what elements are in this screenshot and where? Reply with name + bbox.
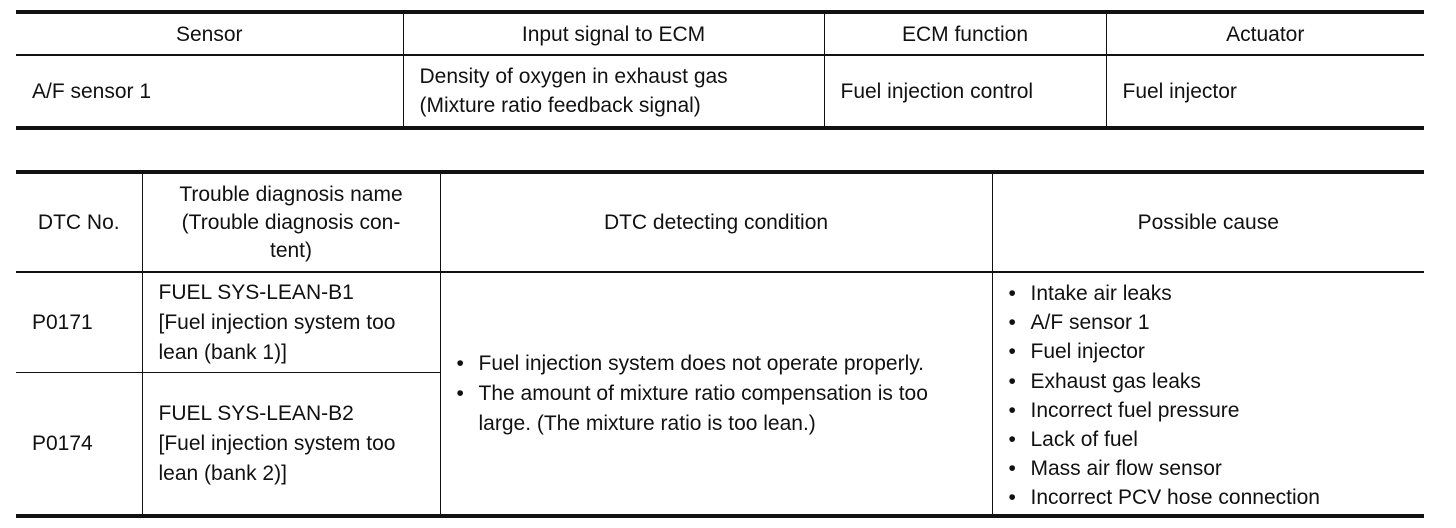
cell-possible-cause: • Intake air leaks • A/F sensor 1 • Fuel in… — [991, 272, 1425, 516]
list-item: • Fuel injector — [1009, 337, 1425, 366]
cause-text: Mass air flow sensor — [1030, 457, 1222, 481]
name-line: [Fuel injection system too — [158, 310, 396, 334]
bullet-icon: • — [1008, 311, 1016, 335]
table-header-row: Sensor Input signal to ECM ECM function … — [16, 12, 1424, 56]
cell-detecting-condition: • Fuel injection system does not operate… — [439, 272, 992, 516]
header-input-signal: Input signal to ECM — [402, 12, 824, 56]
header-dtc-no: DTC No. — [16, 172, 142, 273]
header-line: (Trouble diagnosis con- — [181, 210, 401, 234]
name-line: FUEL SYS-LEAN-B2 — [158, 401, 354, 425]
cell-ecm-function: Fuel injection control — [823, 55, 1106, 128]
cell-input-signal: Density of oxygen in exhaust gas (Mixtur… — [402, 55, 824, 128]
cause-text: A/F sensor 1 — [1030, 311, 1150, 335]
name-line: lean (bank 2)] — [158, 461, 287, 485]
cause-list: • Intake air leaks • A/F sensor 1 • Fuel in… — [1009, 279, 1425, 513]
header-sensor: Sensor — [16, 12, 403, 56]
condition-line: Fuel injection system does not operate p… — [478, 351, 925, 375]
list-item: • Intake air leaks — [1009, 279, 1425, 308]
list-item: • Lack of fuel — [1009, 425, 1425, 454]
condition-list: • Fuel injection system does not operate… — [457, 349, 982, 439]
header-detecting-condition: DTC detecting condition — [439, 172, 992, 273]
cell-dtc-no: P0171 — [16, 272, 142, 373]
condition-line: large. (The mixture ratio is too lean.) — [478, 411, 816, 435]
bullet-icon: • — [1008, 486, 1016, 510]
cell-diagnosis-name: FUEL SYS-LEAN-B1 [Fuel injection system … — [141, 272, 440, 373]
bullet-icon: • — [1008, 398, 1016, 422]
cause-text: Lack of fuel — [1030, 428, 1138, 452]
cause-text: Incorrect PCV hose connection — [1030, 486, 1321, 510]
list-item: • Exhaust gas leaks — [1009, 367, 1425, 396]
list-item: • Fuel injection system does not operate… — [457, 349, 982, 379]
table-row: P0174 FUEL SYS-LEAN-B2 [Fuel injection s… — [16, 372, 1424, 516]
bullet-icon: • — [1008, 340, 1016, 364]
sensor-signal-table: Sensor Input signal to ECM ECM function … — [16, 10, 1424, 130]
cause-text: Incorrect fuel pressure — [1030, 398, 1240, 422]
cell-diagnosis-name: FUEL SYS-LEAN-B2 [Fuel injection system … — [141, 372, 440, 516]
name-line: [Fuel injection system too — [158, 431, 396, 455]
cell-actuator: Fuel injector — [1105, 55, 1424, 128]
cause-text: Intake air leaks — [1030, 282, 1172, 305]
input-signal-line: (Mixture ratio feedback signal) — [419, 94, 701, 117]
cause-text: Fuel injector — [1030, 340, 1145, 364]
list-item: • Incorrect PCV hose connection — [1009, 483, 1425, 512]
list-item: • A/F sensor 1 — [1009, 308, 1425, 337]
header-ecm-function: ECM function — [823, 12, 1106, 56]
table-header-row: DTC No. Trouble diagnosis name (Trouble … — [16, 172, 1424, 273]
header-possible-cause: Possible cause — [991, 172, 1424, 273]
bullet-icon: • — [1008, 428, 1016, 452]
cause-text: Exhaust gas leaks — [1030, 369, 1201, 393]
header-trouble-diagnosis-name: Trouble diagnosis name (Trouble diagnosi… — [141, 172, 440, 273]
name-line: FUEL SYS-LEAN-B1 — [158, 280, 354, 304]
bullet-icon: • — [456, 351, 464, 375]
cell-dtc-no: P0174 — [32, 432, 93, 455]
list-item: • Incorrect fuel pressure — [1009, 396, 1425, 425]
header-line: Trouble diagnosis name — [179, 182, 403, 206]
bullet-icon: • — [456, 381, 464, 405]
table-row: A/F sensor 1 Density of oxygen in exhaus… — [16, 55, 1424, 128]
header-actuator: Actuator — [1105, 12, 1424, 56]
dtc-table: DTC No. Trouble diagnosis name (Trouble … — [16, 170, 1424, 518]
cell-sensor: A/F sensor 1 — [32, 79, 152, 103]
table-row: P0171 FUEL SYS-LEAN-B1 [Fuel injection s… — [16, 272, 1424, 516]
name-line: lean (bank 1)] — [158, 340, 287, 364]
condition-line: The amount of mixture ratio compensation… — [478, 381, 928, 405]
bullet-icon: • — [1008, 282, 1016, 305]
bullet-icon: • — [1008, 457, 1016, 481]
input-signal-line: Density of oxygen in exhaust gas — [419, 65, 728, 88]
header-line: tent) — [269, 238, 313, 262]
list-item: • Mass air flow sensor — [1009, 454, 1425, 483]
bullet-icon: • — [1008, 369, 1016, 393]
list-item: • The amount of mixture ratio compensati… — [457, 379, 982, 439]
